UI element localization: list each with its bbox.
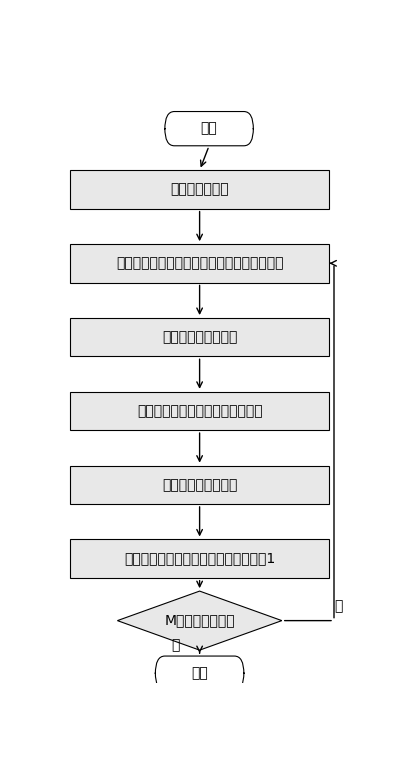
Text: 开始: 开始 [201,122,217,136]
Text: 重新规范化所有样本权重，使其总和为1: 重新规范化所有样本权重，使其总和为1 [124,551,275,565]
Text: 计算基分类器对于每个类别的权重: 计算基分类器对于每个类别的权重 [137,404,262,418]
FancyBboxPatch shape [70,170,329,209]
Text: 更新训练集样本权重: 更新训练集样本权重 [162,478,237,492]
Text: M次迭代是否结束: M次迭代是否结束 [164,614,235,627]
FancyBboxPatch shape [70,318,329,357]
Text: 依据训练集，根据样本权重训练得到基分类器: 依据训练集，根据样本权重训练得到基分类器 [116,256,284,270]
FancyBboxPatch shape [70,392,329,430]
FancyBboxPatch shape [165,111,253,146]
FancyBboxPatch shape [155,656,244,690]
Text: 计算基分类器错误率: 计算基分类器错误率 [162,330,237,344]
FancyBboxPatch shape [70,244,329,282]
Text: 初始化样本权重: 初始化样本权重 [170,183,229,196]
Text: 否: 否 [335,599,343,613]
Polygon shape [118,591,282,650]
FancyBboxPatch shape [70,539,329,578]
Text: 结束: 结束 [191,667,208,680]
FancyBboxPatch shape [70,466,329,504]
Text: 是: 是 [172,638,180,653]
